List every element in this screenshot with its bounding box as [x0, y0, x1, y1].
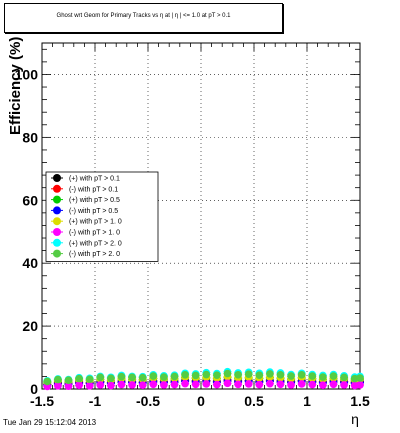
data-point: [202, 370, 211, 379]
data-point: [356, 381, 364, 389]
data-point: [149, 380, 158, 389]
data-point: [266, 370, 274, 378]
data-point: [266, 379, 274, 388]
data-point: [85, 382, 94, 390]
x-tick-label: 1.5: [350, 393, 370, 409]
data-point: [213, 380, 221, 389]
data-point: [160, 381, 168, 389]
data-point: [297, 380, 306, 388]
data-point: [128, 381, 136, 389]
data-point: [170, 372, 179, 381]
y-tick-label: 20: [22, 318, 38, 334]
timestamp-footer: Tue Jan 29 15:12:04 2013: [3, 418, 97, 427]
legend-marker: [53, 195, 61, 204]
legend-label: (-) with pT > 1. 0: [69, 230, 120, 237]
chart-title-box: Ghost wrt Geom for Primary Tracks vs η a…: [4, 3, 283, 33]
data-point: [138, 381, 147, 390]
legend-marker: [53, 206, 61, 215]
data-point: [75, 381, 83, 390]
legend-marker: [53, 174, 61, 182]
legend-marker: [53, 238, 61, 247]
data-point: [43, 377, 52, 386]
x-tick-label: 1: [303, 393, 311, 409]
data-point: [356, 374, 364, 382]
data-point: [64, 376, 73, 384]
data-point: [191, 371, 200, 380]
x-tick-label: -1: [89, 393, 102, 409]
data-point: [191, 380, 200, 389]
data-point: [64, 382, 73, 390]
chart-title: Ghost wrt Geom for Primary Tracks vs η a…: [56, 13, 231, 19]
data-point: [308, 372, 317, 380]
data-point: [340, 381, 348, 389]
data-point: [329, 380, 338, 389]
y-tick-label: 0: [30, 381, 38, 397]
legend-label: (+) with pT > 0.5: [69, 197, 120, 204]
data-point: [223, 369, 232, 378]
legend-label: (-) with pT > 0.1: [69, 186, 118, 193]
data-point: [96, 373, 105, 382]
data-point: [181, 371, 189, 379]
data-point: [255, 371, 264, 379]
legend-box: [45, 171, 159, 262]
data-point: [297, 371, 306, 379]
data-point: [181, 379, 189, 388]
data-point: [128, 373, 136, 382]
data-point: [160, 373, 168, 381]
data-point: [149, 372, 158, 380]
data-point: [319, 381, 327, 390]
legend-marker: [53, 249, 61, 258]
data-point: [234, 371, 242, 379]
data-point: [170, 380, 179, 389]
data-point: [255, 380, 264, 389]
data-point: [276, 371, 285, 379]
legend-label: (-) with pT > 0.5: [69, 208, 118, 215]
data-point: [117, 372, 126, 381]
data-point: [75, 374, 83, 383]
x-tick-label: -0.5: [136, 393, 160, 409]
legend-label: (+) with pT > 0.1: [69, 176, 120, 183]
data-point: [319, 373, 327, 381]
data-point: [308, 380, 317, 389]
x-tick-label: -1.5: [30, 393, 54, 409]
legend-label: (-) with pT > 2. 0: [69, 251, 120, 258]
x-tick-label: 0.5: [244, 393, 264, 409]
data-point: [107, 381, 115, 390]
legend-marker: [53, 217, 61, 226]
y-tick-label: 80: [22, 129, 38, 145]
legend-label: (+) with pT > 1. 0: [69, 219, 122, 226]
y-tick-label: 60: [22, 192, 38, 208]
data-point: [213, 371, 221, 379]
legend-label: (+) with pT > 2. 0: [69, 240, 122, 247]
data-point: [85, 375, 94, 384]
data-point: [340, 373, 348, 382]
data-point: [234, 380, 242, 389]
data-point: [223, 379, 232, 388]
data-point: [244, 380, 253, 388]
data-point: [244, 370, 253, 379]
y-tick-label: 40: [22, 255, 38, 271]
data-point: [276, 380, 285, 389]
legend-marker: [53, 228, 61, 236]
data-point: [202, 380, 211, 388]
data-point: [287, 372, 295, 380]
data-point: [54, 382, 62, 390]
x-axis-label: η: [351, 411, 359, 427]
data-point: [54, 375, 62, 384]
y-axis-label: Efficiency (%): [7, 37, 24, 135]
x-tick-label: 0: [197, 393, 205, 409]
data-point: [107, 374, 115, 383]
data-point: [96, 381, 105, 389]
data-point: [329, 372, 338, 380]
legend-marker: [53, 184, 61, 193]
data-point: [287, 381, 295, 389]
data-point: [117, 380, 126, 389]
data-point: [138, 373, 147, 382]
y-tick-label: 100: [15, 66, 39, 82]
